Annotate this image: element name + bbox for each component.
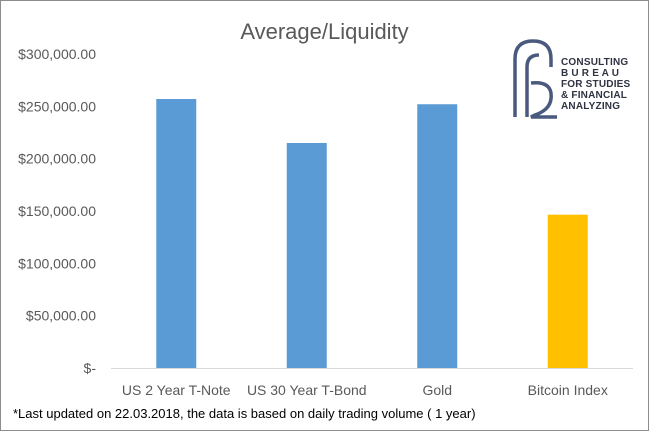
logo-line: & FINANCIAL	[561, 90, 628, 101]
company-logo-icon	[513, 39, 557, 119]
x-tick-label: Gold	[422, 382, 452, 398]
x-tick-label: US 30 Year T-Bond	[247, 382, 367, 398]
footnote: *Last updated on 22.03.2018, the data is…	[13, 406, 476, 421]
y-tick-label: $100,000.00	[18, 255, 96, 271]
x-tick-label: US 2 Year T-Note	[122, 382, 231, 398]
logo-line: B U R E A U	[561, 68, 620, 79]
x-tick-label: Bitcoin Index	[528, 382, 608, 398]
bar	[547, 214, 588, 368]
y-tick-label: $-	[84, 360, 97, 376]
bar	[417, 104, 458, 369]
bar	[156, 99, 197, 369]
logo-line: ANALYZING	[561, 101, 621, 112]
y-tick-label: $300,000.00	[18, 46, 96, 62]
y-tick-label: $150,000.00	[18, 203, 96, 219]
y-tick-label: $50,000.00	[26, 308, 96, 324]
chart-title: Average/Liquidity	[240, 19, 409, 44]
bar	[286, 142, 327, 368]
logo-line: FOR STUDIES	[561, 79, 631, 90]
logo-line: CONSULTING	[561, 57, 629, 68]
y-tick-label: $250,000.00	[18, 98, 96, 114]
logo-text: CONSULTING B U R E A U FOR STUDIES & FIN…	[561, 57, 630, 112]
y-tick-label: $200,000.00	[18, 151, 96, 167]
